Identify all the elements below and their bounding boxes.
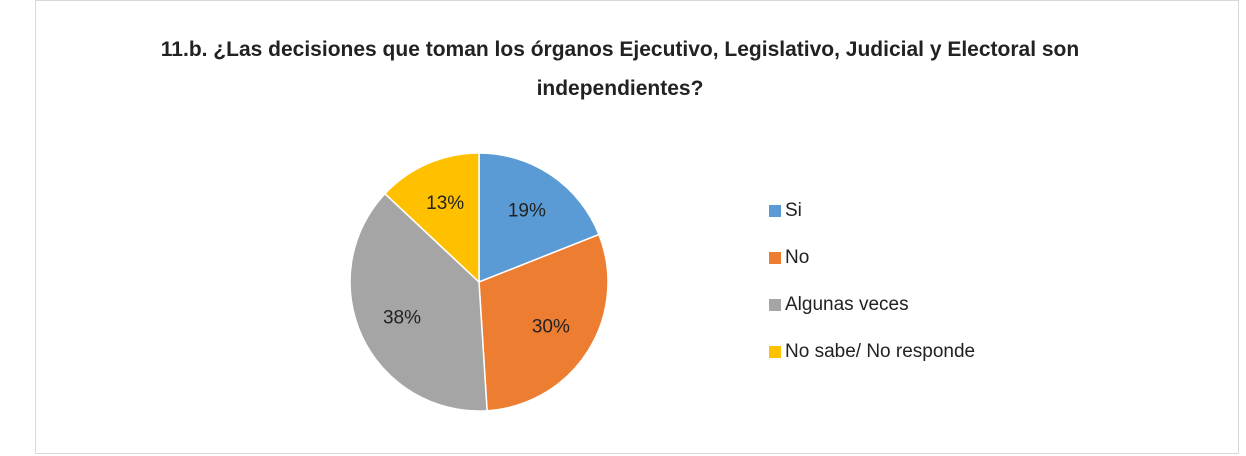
data-label: 13% (426, 193, 464, 214)
pie-slice (478, 233, 609, 412)
data-label: 30% (532, 317, 570, 338)
legend-swatch (769, 299, 781, 311)
legend-swatch (769, 346, 781, 358)
legend-swatch (769, 205, 781, 217)
legend-label: Si (785, 200, 802, 221)
chart-title: 11.b. ¿Las decisiones que toman los órga… (160, 38, 1080, 100)
pie-slice (349, 192, 488, 412)
data-label: 19% (508, 201, 546, 222)
legend-label: No (785, 247, 809, 268)
legend-label: Algunas veces (785, 294, 909, 315)
chart-frame (35, 0, 1239, 454)
legend-swatch (769, 252, 781, 264)
data-label: 38% (383, 307, 421, 328)
pie-slice (478, 152, 600, 284)
pie-slice (383, 152, 480, 284)
legend-label: No sabe/ No responde (785, 341, 975, 362)
